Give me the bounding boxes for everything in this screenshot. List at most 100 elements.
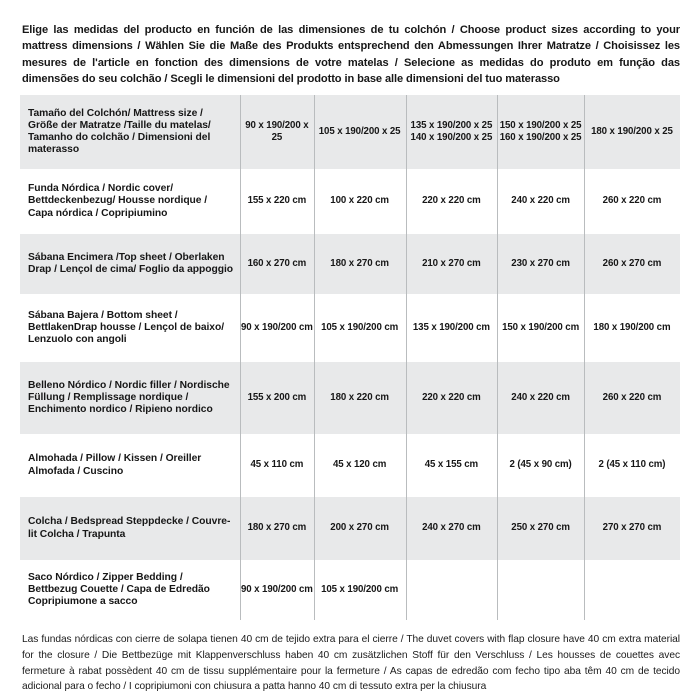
row-label-text: Sábana Bajera / Bottom sheet / Bettlaken…: [28, 309, 225, 346]
row-label-cell: Sábana Bajera / Bottom sheet / Bettlaken…: [20, 294, 240, 362]
row-cell: 160 x 270 cm: [240, 234, 314, 294]
row-label-cell: Belleno Nórdico / Nordic filler / Nordis…: [20, 362, 240, 434]
row-cell-text: 220 x 220 cm: [422, 391, 481, 403]
row-cell: 105 x 190/200 cm: [313, 560, 406, 620]
row-cell-text: 90 x 190/200 cm: [241, 583, 313, 595]
row-cell: 200 x 270 cm: [313, 497, 406, 560]
row-cell: 100 x 220 cm: [313, 169, 406, 234]
row-label-text: Saco Nórdico / Zipper Bedding / Bettbezu…: [28, 571, 210, 608]
header-col-2-line-1: 105 x 190/200 x 25: [318, 125, 401, 137]
row-label-cell: Colcha / Bedspread Steppdecke / Couvre-l…: [20, 497, 240, 560]
row-cell-text: 260 x 220 cm: [602, 391, 662, 403]
row-cell-text: 200 x 270 cm: [330, 522, 389, 534]
header-label-cell: Tamaño del Colchón/ Mattress size / Größ…: [20, 95, 240, 169]
row-cell-text: 45 x 120 cm: [332, 459, 387, 471]
row-cell: 45 x 110 cm: [240, 434, 314, 497]
row-cell-text: 2 (45 x 90 cm): [509, 459, 572, 471]
header-col-3-line-1: 135 x 190/200 x 25: [410, 119, 493, 131]
row-cell-text: 90 x 190/200 cm: [241, 321, 313, 333]
table-header-row: Tamaño del Colchón/ Mattress size / Größ…: [20, 95, 680, 169]
row-cell: 260 x 220 cm: [583, 362, 680, 434]
row-cell-text: 180 x 270 cm: [330, 257, 389, 269]
row-cell-text: 240 x 220 cm: [511, 195, 570, 207]
row-label-cell: Saco Nórdico / Zipper Bedding / Bettbezu…: [20, 560, 240, 620]
row-cell: 180 x 190/200 cm: [583, 294, 680, 362]
row-cell-text: 105 x 190/200 cm: [321, 321, 399, 333]
row-label-text: Sábana Encimera /Top sheet / Oberlaken D…: [28, 251, 234, 275]
header-col-5: 180 x 190/200 x 25: [583, 95, 680, 169]
row-cell-text: 260 x 220 cm: [602, 195, 662, 207]
row-cell: 180 x 270 cm: [240, 497, 314, 560]
row-cell: 250 x 270 cm: [497, 497, 584, 560]
mattress-size-table: Tamaño del Colchón/ Mattress size / Größ…: [20, 95, 680, 620]
header-col-5-line-1: 180 x 190/200 x 25: [591, 125, 673, 137]
row-cell-text: 155 x 220 cm: [247, 195, 307, 207]
table-row: Funda Nórdica / Nordic cover/ Bettdecken…: [20, 169, 680, 234]
row-cell: 45 x 120 cm: [313, 434, 406, 497]
row-label-text: Almohada / Pillow / Kissen / Oreiller Al…: [28, 453, 202, 477]
row-cell-text: 155 x 200 cm: [247, 391, 307, 403]
row-label-text: Funda Nórdica / Nordic cover/ Bettdecken…: [28, 183, 208, 219]
header-col-3-line-2: 140 x 190/200 x 25: [410, 132, 493, 143]
row-label-text: Colcha / Bedspread Steppdecke / Couvre-l…: [28, 516, 231, 540]
intro-paragraph: Elige las medidas del producto en funció…: [22, 24, 680, 86]
table-row: Sábana Bajera / Bottom sheet / Bettlaken…: [20, 294, 680, 362]
table-row: Saco Nórdico / Zipper Bedding / Bettbezu…: [20, 560, 680, 620]
row-cell-text: 45 x 110 cm: [250, 459, 304, 471]
row-cell: 230 x 270 cm: [497, 234, 584, 294]
row-cell-text: 135 x 190/200 cm: [412, 321, 490, 333]
header-col-1-line-1: 90 x 190/200 x 25: [245, 119, 309, 143]
header-col-4-line-1: 150 x 190/200 x 25: [499, 119, 582, 131]
table-row: Sábana Encimera /Top sheet / Oberlaken D…: [20, 234, 680, 294]
row-cell: 135 x 190/200 cm: [405, 294, 498, 362]
row-cell-text: 210 x 270 cm: [422, 257, 481, 269]
row-cell-text: 180 x 220 cm: [330, 391, 389, 403]
row-cell: 260 x 220 cm: [583, 169, 680, 234]
footer-note: Las fundas nórdicas con cierre de solapa…: [22, 634, 680, 693]
row-cell-text: 230 x 270 cm: [511, 257, 570, 269]
row-label-cell: Almohada / Pillow / Kissen / Oreiller Al…: [20, 434, 240, 497]
header-label-text: Tamaño del Colchón/ Mattress size / Größ…: [28, 107, 211, 156]
row-cell: 90 x 190/200 cm: [240, 560, 314, 620]
header-col-1: 90 x 190/200 x 25: [240, 95, 314, 169]
row-cell-text: 180 x 190/200 cm: [593, 321, 671, 333]
header-col-4: 150 x 190/200 x 25 160 x 190/200 x 25: [497, 95, 584, 169]
row-cell: 155 x 220 cm: [240, 169, 314, 234]
row-cell-text: 100 x 220 cm: [330, 195, 389, 207]
row-cell-text: 260 x 270 cm: [602, 257, 662, 269]
row-cell: 180 x 270 cm: [313, 234, 406, 294]
row-cell: 220 x 220 cm: [405, 169, 498, 234]
row-cell: 240 x 220 cm: [497, 169, 584, 234]
row-cell: 210 x 270 cm: [405, 234, 498, 294]
table-row: Belleno Nórdico / Nordic filler / Nordis…: [20, 362, 680, 434]
row-cell-text: 160 x 270 cm: [247, 257, 307, 269]
row-label-cell: Funda Nórdica / Nordic cover/ Bettdecken…: [20, 169, 240, 234]
row-cell: 260 x 270 cm: [583, 234, 680, 294]
row-cell-text: 45 x 155 cm: [424, 459, 479, 471]
row-cell: 105 x 190/200 cm: [313, 294, 406, 362]
row-cell: 2 (45 x 90 cm): [497, 434, 584, 497]
row-label-text: Belleno Nórdico / Nordic filler / Nordis…: [28, 379, 230, 416]
row-label-cell: Sábana Encimera /Top sheet / Oberlaken D…: [20, 234, 240, 294]
row-cell-text: 220 x 220 cm: [422, 195, 481, 207]
row-cell: [583, 560, 680, 620]
row-cell-text: 105 x 190/200 cm: [321, 583, 399, 595]
row-cell: 2 (45 x 110 cm): [583, 434, 680, 497]
row-cell: 180 x 220 cm: [313, 362, 406, 434]
row-cell-text: 240 x 270 cm: [422, 522, 481, 534]
row-cell-text: 270 x 270 cm: [602, 522, 662, 534]
row-cell-text: 150 x 190/200 cm: [502, 321, 580, 333]
table-row: Colcha / Bedspread Steppdecke / Couvre-l…: [20, 497, 680, 560]
row-cell-text: 240 x 220 cm: [511, 391, 570, 403]
table-row: Almohada / Pillow / Kissen / Oreiller Al…: [20, 434, 680, 497]
row-cell-text: 2 (45 x 110 cm): [598, 459, 666, 471]
header-col-3: 135 x 190/200 x 25 140 x 190/200 x 25: [405, 95, 498, 169]
row-cell: 155 x 200 cm: [240, 362, 314, 434]
row-cell: 150 x 190/200 cm: [497, 294, 584, 362]
row-cell: [497, 560, 584, 620]
row-cell: 240 x 220 cm: [497, 362, 584, 434]
row-cell: [405, 560, 498, 620]
row-cell-text: 180 x 270 cm: [247, 522, 307, 534]
row-cell: 270 x 270 cm: [583, 497, 680, 560]
header-col-4-line-2: 160 x 190/200 x 25: [499, 132, 582, 143]
